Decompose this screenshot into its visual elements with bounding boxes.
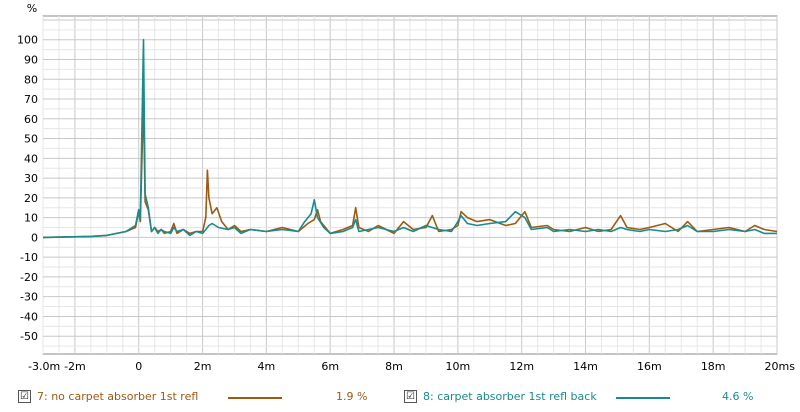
- series-line-8: [42, 38, 777, 239]
- series-7-value: 1.9 %: [336, 390, 368, 403]
- series-7-swatch: [228, 397, 282, 399]
- y-tick-label: 40: [24, 152, 38, 165]
- x-tick-label: 6m: [321, 360, 339, 373]
- series-8-swatch: [616, 397, 670, 399]
- y-tick-label: 30: [24, 172, 38, 185]
- x-tick-label: 8m: [385, 360, 403, 373]
- y-tick-label: 60: [24, 113, 38, 126]
- y-tick-label: -10: [20, 251, 38, 264]
- x-tick-labels: -3.0m -2m 0 2m 4m 6m 8m 10m 12m 14m 16m 18m 20ms: [28, 360, 795, 373]
- x-tick-label: 16m: [637, 360, 662, 373]
- x-tick-label: 2m: [194, 360, 212, 373]
- y-tick-label: -50: [20, 330, 38, 343]
- x-tick-label: 14m: [573, 360, 598, 373]
- chart: % 1009080706050403020100-10-20-30-40-50 …: [17, 2, 795, 373]
- x-tick-label: 10m: [446, 360, 471, 373]
- series-7-label: 7: no carpet absorber 1st refl: [37, 390, 199, 403]
- x-tick-label: 4m: [258, 360, 276, 373]
- series-8-checkbox[interactable]: ☑: [404, 390, 417, 403]
- y-tick-label: 70: [24, 93, 38, 106]
- legend-item-series-7: ☑ 7: no carpet absorber 1st refl: [18, 390, 198, 403]
- series-8-label: 8: carpet absorber 1st refl back: [423, 390, 597, 403]
- y-tick-label: -30: [20, 291, 38, 304]
- series-layer: [42, 38, 778, 239]
- y-tick-label: 100: [17, 34, 38, 47]
- y-tick-label: 90: [24, 53, 38, 66]
- y-tick-label: 0: [31, 231, 38, 244]
- y-tick-label: -20: [20, 271, 38, 284]
- x-tick-label: -2m: [64, 360, 86, 373]
- y-tick-label: -40: [20, 310, 38, 323]
- series-7-checkbox[interactable]: ☑: [18, 390, 31, 403]
- y-tick-label: 80: [24, 73, 38, 86]
- y-tick-label: 20: [24, 192, 38, 205]
- series-line-7: [42, 98, 778, 239]
- x-tick-label: 18m: [701, 360, 726, 373]
- legend: ☑ 7: no carpet absorber 1st refl 1.9 % ☑…: [0, 386, 800, 410]
- x-tick-label: 12m: [509, 360, 534, 373]
- series-8-value: 4.6 %: [722, 390, 754, 403]
- y-axis-unit-label: %: [27, 2, 37, 15]
- x-tick-label: 0: [135, 360, 142, 373]
- legend-item-series-8: ☑ 8: carpet absorber 1st refl back: [404, 390, 597, 403]
- x-tick-label: 20ms: [765, 360, 796, 373]
- x-tick-label: -3.0m: [28, 360, 60, 373]
- grid: [42, 16, 778, 354]
- y-tick-label: 50: [24, 133, 38, 146]
- y-tick-label: 10: [24, 212, 38, 225]
